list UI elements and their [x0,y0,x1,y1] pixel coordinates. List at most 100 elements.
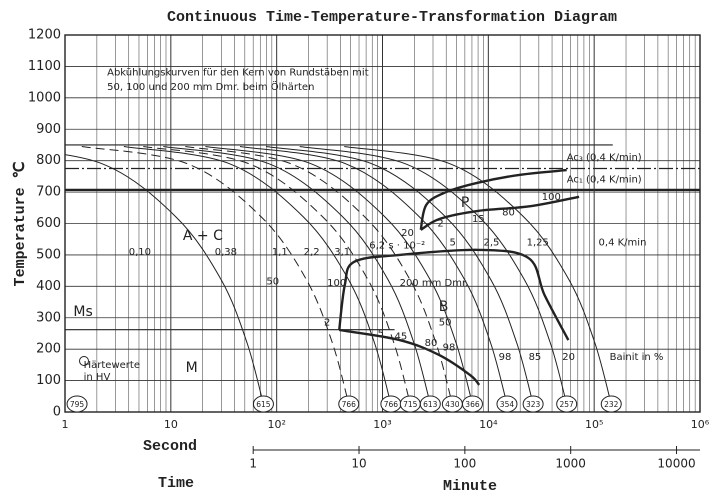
x-tick-label: 10² [267,418,285,431]
hardness-value: 615 [256,400,271,409]
annotation: Ac₁ (0,4 K/min) [567,175,642,186]
x-tick-label: 1 [62,418,69,431]
y-tick-label: 1100 [28,59,61,74]
annotation: 6,2 s · 10⁻² [369,240,425,251]
hardness-value: 430 [445,400,460,409]
annotation: 1,25 [527,237,549,248]
hardness-value: 354 [500,400,515,409]
annotation: 1,1 [272,247,288,258]
annotation: 100 [327,278,346,289]
transformation-boundary [419,168,567,231]
y-tick-label: 0 [53,405,61,420]
annotation: 2 [324,317,330,328]
annotation: 45 [395,332,408,343]
annotation: Härtewerte [84,360,140,371]
annotation: 15 [472,214,485,225]
annotation: 50 [439,317,452,328]
y-tick-label: 300 [36,310,61,325]
x-axis-label: Second [143,438,197,455]
hardness-value: 257 [560,400,575,409]
y-tick-label: 600 [36,216,61,231]
annotation: Ms [73,304,92,320]
x2-axis-label: Minute [443,478,497,495]
hardness-value: 715 [403,400,418,409]
x-tick-label: 10³ [373,418,391,431]
annotation: 0,38 [215,247,237,258]
annotation: 20 [562,352,575,363]
hardness-value: 766 [384,400,399,409]
cooling-curve [163,146,431,405]
cooling-curve [185,146,453,405]
annotation: 0,10 [129,247,151,258]
annotation: 3,1 [334,247,350,258]
annotation: 80 [502,208,515,219]
annotation: 200 mm Dmr. [400,278,469,289]
y-tick-label: 1200 [28,28,61,43]
y-axis-label: Temperature ℃ [12,161,29,286]
hardness-value: 366 [465,400,480,409]
time-label: Time [158,475,194,492]
cooling-curve [344,146,612,405]
hardness-circle [522,395,544,413]
x2-tick-label: 1 [249,457,257,471]
annotation: P [461,195,469,211]
cooling-curve [123,146,392,405]
annotation: A + C [183,228,223,244]
hardness-circle [66,395,88,413]
cooling-curve [143,146,411,405]
annotation: 20 [401,228,414,239]
x2-tick-label: 10000 [657,457,695,471]
y-tick-label: 900 [36,122,61,137]
annotation: 80 [425,338,438,349]
hardness-circle [461,395,483,413]
y-tick-label: 400 [36,279,61,294]
hardness-circle [338,395,360,413]
hardness-value: 795 [70,400,85,409]
cooling-curve [205,146,473,405]
cooling-curve [65,154,264,405]
transformation-boundary [338,248,570,341]
cooling-curve [239,146,508,405]
hardness-circle [252,395,274,413]
annotation: 50, 100 und 200 mm Dmr. beim Ölhärten [107,80,314,93]
hardness-circle [600,395,622,413]
transformation-boundary [339,328,481,386]
hardness-circle [496,395,518,413]
y-tick-label: 700 [36,185,61,200]
annotation: 50 [266,277,279,288]
hardness-circle [556,395,578,413]
cooling-curve [81,146,350,405]
x2-tick-label: 10 [351,457,366,471]
annotation: 2,5 [483,237,499,248]
hardness-value: 766 [342,400,357,409]
cooling-curve [299,146,568,405]
annotation: M [186,360,198,376]
x-tick-label: 10⁴ [479,418,498,431]
hardness-value: 613 [423,400,438,409]
x2-tick-label: 1000 [555,457,586,471]
annotation: 98 [443,343,456,354]
plot-frame [64,34,701,413]
legend-circle [79,356,89,366]
transformation-boundary [420,195,580,231]
y-tick-label: 200 [36,342,61,357]
y-tick-label: 500 [36,247,61,262]
annotation: 0,4 K/min [599,237,647,248]
annotation: 85 [529,352,542,363]
annotation: Abkühlungskurven für den Kern von Rundst… [107,68,369,79]
annotation: Ac₃ (0,4 K/min) [567,153,642,164]
y-tick-label: 100 [36,373,61,388]
x2-tick-label: 100 [453,457,476,471]
x-tick-label: 10 [164,418,178,431]
annotation: 100 [542,192,561,203]
annotation: Bainit in % [610,352,664,363]
annotation: in HV [84,372,111,383]
chart-title: Continuous Time-Temperature-Transformati… [167,9,617,26]
x-tick-label: 10⁵ [585,418,603,431]
hardness-value: 323 [526,400,541,409]
annotation: 2,2 [304,247,320,258]
y-tick-label: 800 [36,153,61,168]
annotation: 5 [378,328,384,339]
annotation: 98 [499,352,512,363]
y-tick-label: 1000 [28,90,61,105]
